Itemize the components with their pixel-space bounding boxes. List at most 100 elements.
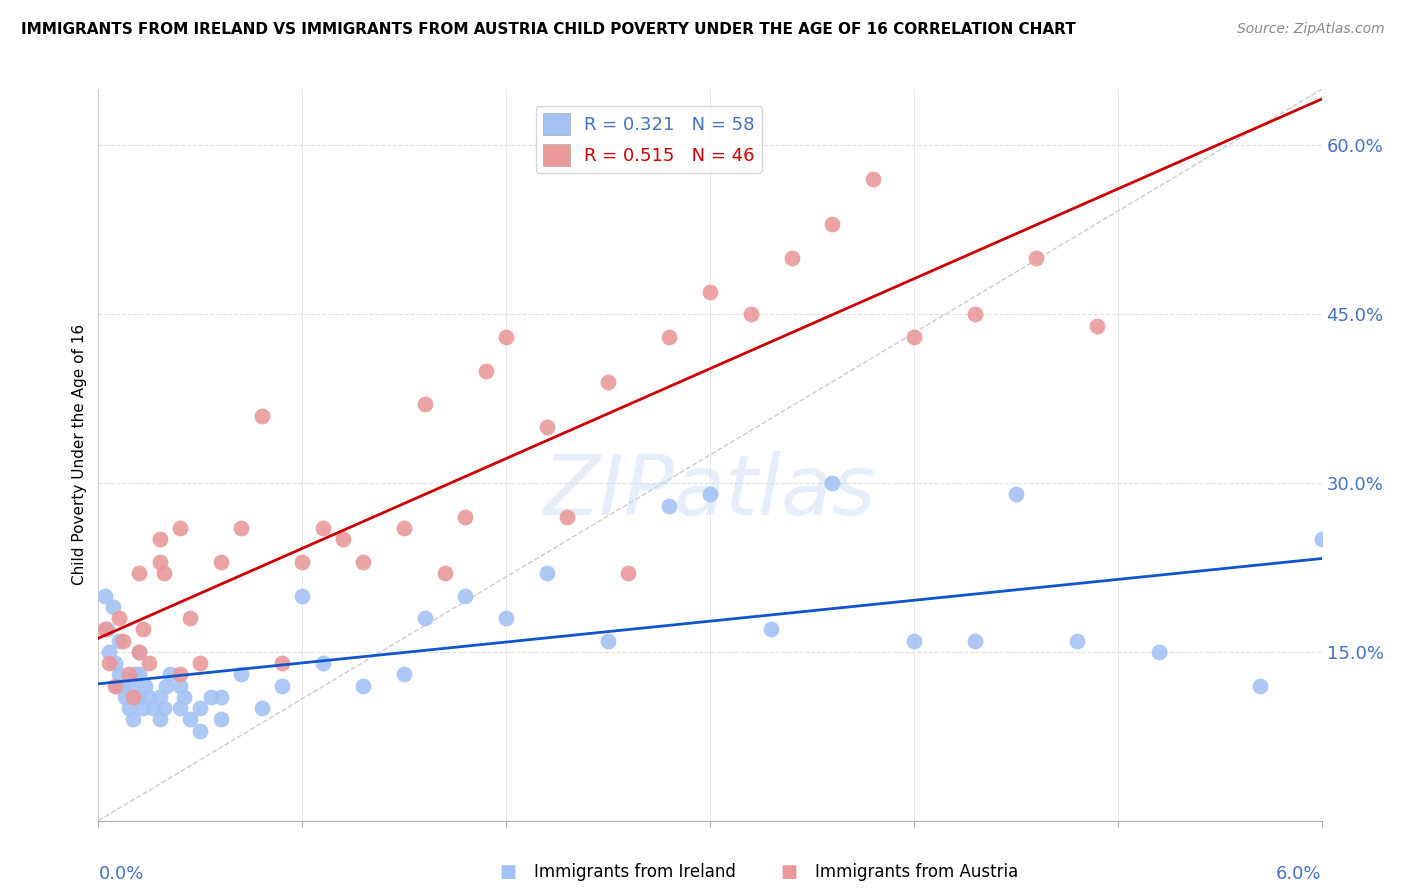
Point	[138, 690, 160, 704]
Point	[392, 521, 416, 535]
Point	[821, 476, 844, 491]
Point	[93, 623, 115, 637]
Point	[97, 645, 120, 659]
Point	[132, 701, 155, 715]
Point	[96, 623, 118, 637]
Point	[311, 521, 335, 535]
Point	[188, 723, 212, 738]
Point	[413, 611, 436, 625]
Point	[495, 611, 517, 625]
Point	[903, 330, 925, 344]
Point	[699, 487, 721, 501]
Point	[454, 589, 477, 603]
Point	[159, 667, 181, 681]
Point	[122, 712, 145, 726]
Point	[474, 363, 498, 377]
Point	[169, 667, 191, 681]
Text: ZIPatlas: ZIPatlas	[543, 451, 877, 532]
Y-axis label: Child Poverty Under the Age of 16: Child Poverty Under the Age of 16	[72, 325, 87, 585]
Point	[118, 667, 141, 681]
Point	[352, 555, 374, 569]
Point	[963, 307, 986, 321]
Point	[128, 667, 150, 681]
Point	[104, 656, 127, 670]
Point	[155, 679, 177, 693]
Point	[658, 499, 681, 513]
Point	[291, 589, 314, 603]
Point	[132, 623, 155, 637]
Point	[134, 679, 156, 693]
Point	[495, 330, 517, 344]
Text: ■: ■	[780, 863, 797, 881]
Point	[231, 667, 253, 681]
Text: ■: ■	[499, 863, 516, 881]
Point	[963, 633, 986, 648]
Point	[1025, 251, 1047, 265]
Point	[598, 633, 620, 648]
Point	[200, 690, 222, 704]
Point	[209, 712, 232, 726]
Point	[188, 656, 212, 670]
Point	[536, 566, 558, 580]
Point	[291, 555, 314, 569]
Point	[114, 690, 136, 704]
Point	[105, 679, 128, 693]
Legend: R = 0.321   N = 58, R = 0.515   N = 46: R = 0.321 N = 58, R = 0.515 N = 46	[536, 105, 762, 173]
Point	[699, 285, 721, 299]
Point	[169, 521, 191, 535]
Point	[152, 701, 174, 715]
Point	[142, 701, 165, 715]
Point	[617, 566, 640, 580]
Text: IMMIGRANTS FROM IRELAND VS IMMIGRANTS FROM AUSTRIA CHILD POVERTY UNDER THE AGE O: IMMIGRANTS FROM IRELAND VS IMMIGRANTS FR…	[21, 22, 1076, 37]
Text: 0.0%: 0.0%	[98, 864, 143, 882]
Point	[173, 690, 195, 704]
Point	[1085, 318, 1108, 333]
Point	[104, 679, 127, 693]
Point	[433, 566, 456, 580]
Point	[111, 633, 134, 648]
Point	[821, 217, 844, 231]
Text: Immigrants from Austria: Immigrants from Austria	[815, 863, 1019, 881]
Point	[740, 307, 762, 321]
Point	[209, 555, 232, 569]
Point	[311, 656, 335, 670]
Point	[128, 690, 150, 704]
Point	[1147, 645, 1170, 659]
Point	[332, 533, 354, 547]
Point	[270, 656, 292, 670]
Point	[1310, 533, 1333, 547]
Point	[149, 533, 172, 547]
Point	[1249, 679, 1271, 693]
Point	[108, 633, 131, 648]
Point	[392, 667, 416, 681]
Text: 6.0%: 6.0%	[1277, 864, 1322, 882]
Point	[250, 701, 273, 715]
Point	[761, 623, 783, 637]
Point	[111, 679, 134, 693]
Point	[122, 690, 145, 704]
Text: Immigrants from Ireland: Immigrants from Ireland	[534, 863, 737, 881]
Point	[120, 679, 142, 693]
Point	[169, 679, 191, 693]
Point	[454, 509, 477, 524]
Point	[1066, 633, 1088, 648]
Point	[101, 599, 124, 614]
Point	[128, 645, 150, 659]
Text: Source: ZipAtlas.com: Source: ZipAtlas.com	[1237, 22, 1385, 37]
Point	[598, 375, 620, 389]
Point	[128, 645, 150, 659]
Point	[93, 589, 115, 603]
Point	[536, 419, 558, 434]
Point	[138, 656, 160, 670]
Point	[188, 701, 212, 715]
Point	[149, 555, 172, 569]
Point	[555, 509, 579, 524]
Point	[231, 521, 253, 535]
Point	[149, 712, 172, 726]
Point	[658, 330, 681, 344]
Point	[108, 667, 131, 681]
Point	[152, 566, 174, 580]
Point	[780, 251, 803, 265]
Point	[124, 667, 146, 681]
Point	[149, 690, 172, 704]
